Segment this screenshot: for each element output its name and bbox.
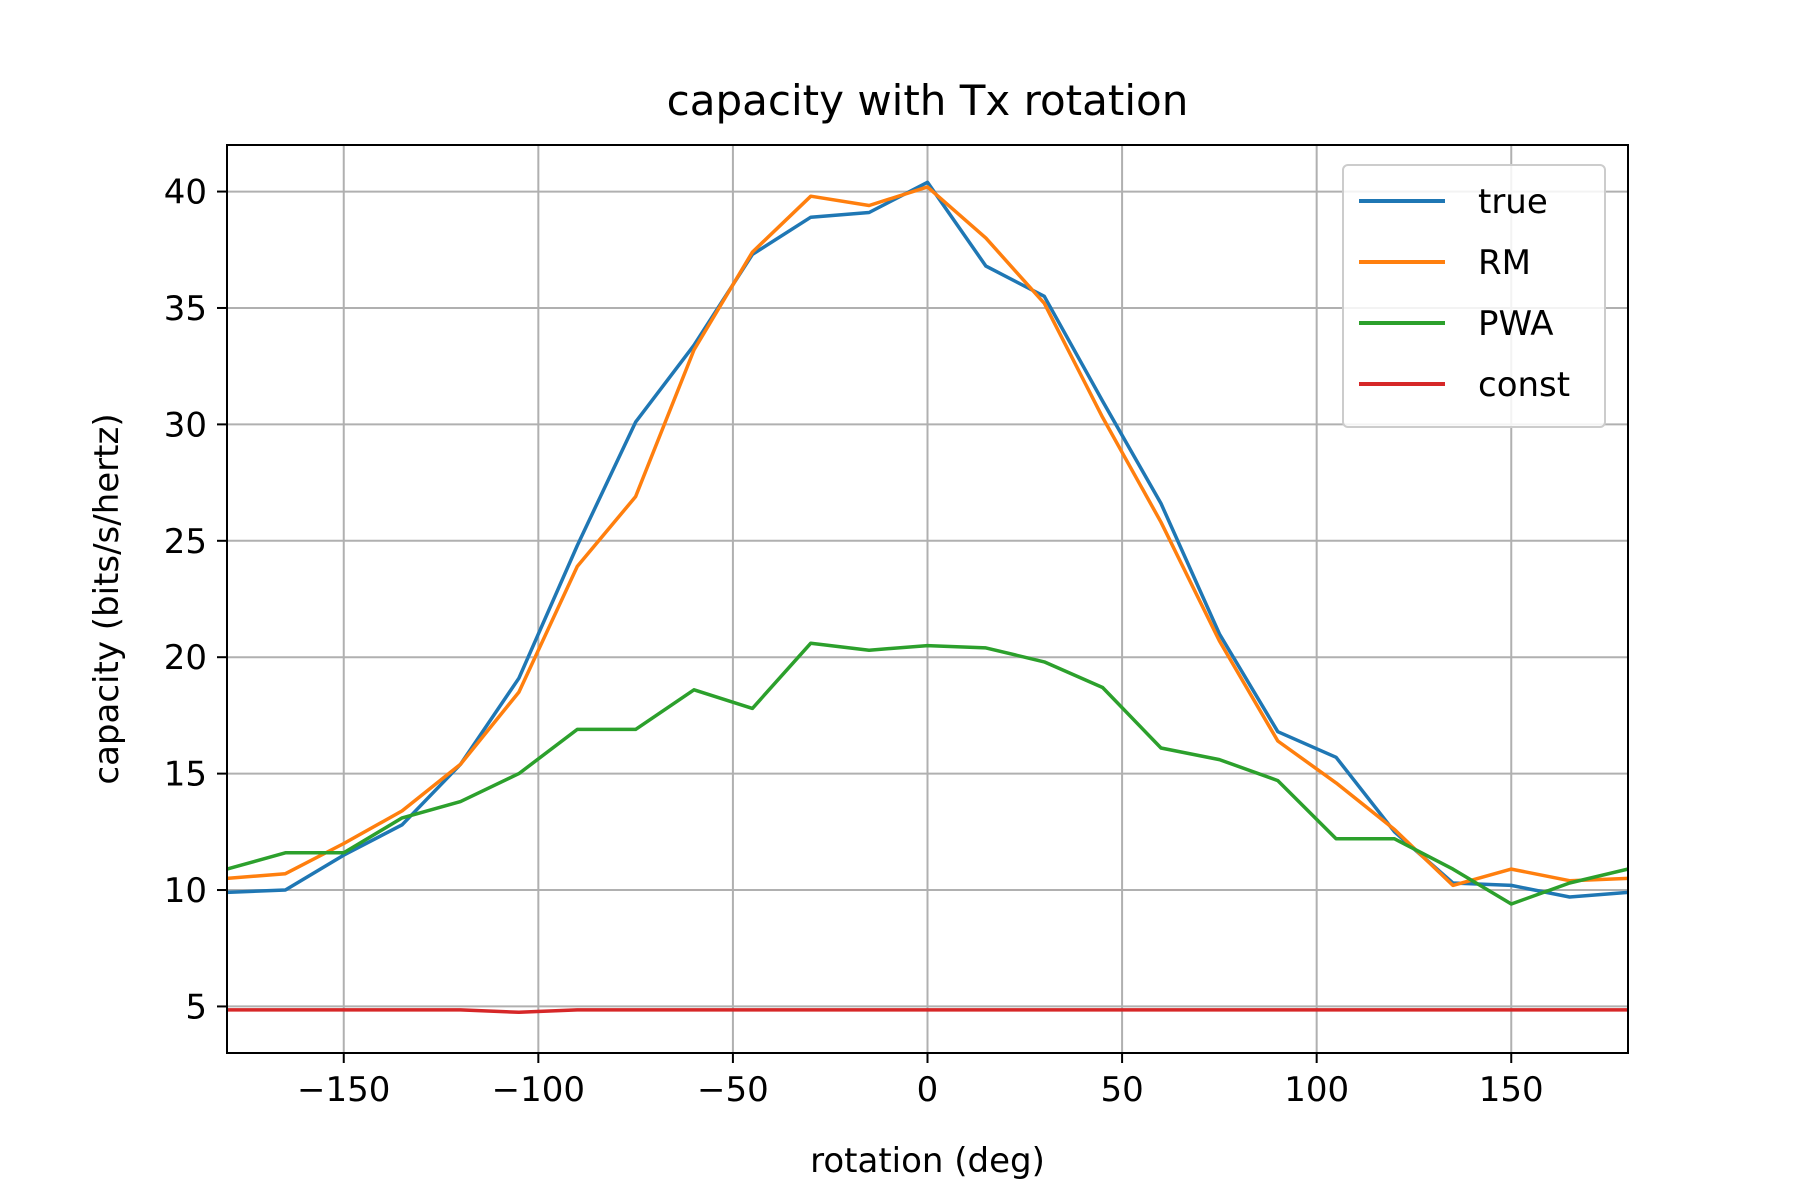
ticks: −150 −100 −50 0 50 100 150 5 10 15 20 25 30 35 40: [164, 173, 1544, 1110]
y-tick-label: 10: [164, 871, 207, 911]
x-axis-label: rotation (deg): [810, 1141, 1045, 1181]
legend-label-pwa: PWA: [1478, 304, 1554, 344]
y-tick-label: 15: [164, 755, 207, 795]
series-line-const: [227, 1008, 1628, 1015]
series-line-pwa: [227, 641, 1628, 906]
x-tick-label: −50: [697, 1070, 769, 1110]
x-tick-label: 50: [1100, 1070, 1143, 1110]
x-tick-label: 100: [1284, 1070, 1349, 1110]
x-tick-label: 150: [1479, 1070, 1544, 1110]
y-axis-label: capacity (bits/s/hertz): [87, 413, 127, 784]
legend-label-const: const: [1478, 365, 1570, 405]
y-tick-label: 35: [164, 289, 207, 329]
y-tick-label: 40: [164, 173, 207, 213]
series-lines: [227, 180, 1628, 1015]
y-tick-label: 5: [185, 987, 207, 1027]
y-tick-label: 20: [164, 638, 207, 678]
y-tick-label: 30: [164, 405, 207, 445]
series-line-rm: [227, 185, 1628, 888]
x-tick-label: −150: [297, 1070, 390, 1110]
y-tick-label: 25: [164, 522, 207, 562]
x-tick-label: −100: [492, 1070, 585, 1110]
legend-label-true: true: [1478, 182, 1548, 222]
chart-title: capacity with Tx rotation: [667, 76, 1189, 125]
grid: [227, 145, 1628, 1053]
legend-label-rm: RM: [1478, 243, 1531, 283]
legend-box: [1342, 164, 1606, 428]
x-tick-label: 0: [917, 1070, 939, 1110]
legend: true RM PWA const: [1342, 164, 1606, 428]
